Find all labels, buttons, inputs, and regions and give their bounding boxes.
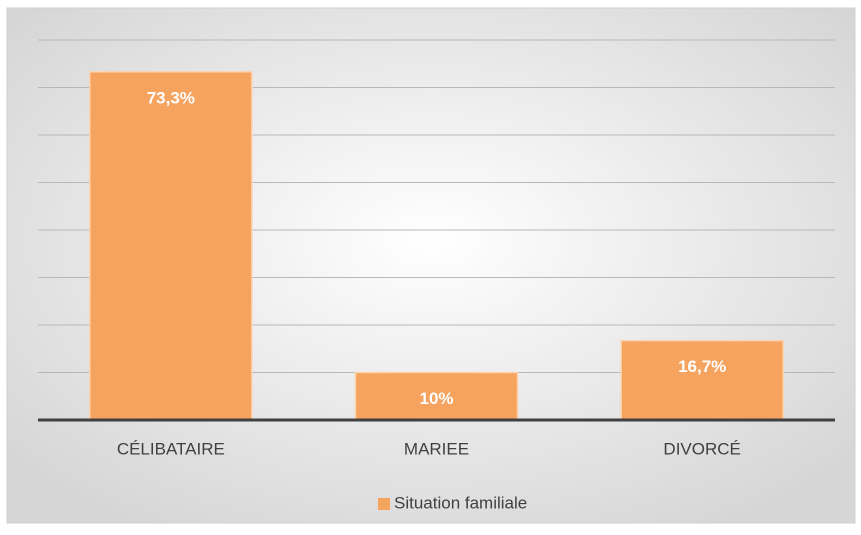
x-tick-label: MARIEE xyxy=(404,439,469,458)
bar xyxy=(620,339,784,421)
data-label: 10% xyxy=(419,389,453,408)
legend-label: Situation familiale xyxy=(394,493,527,512)
legend-swatch xyxy=(378,498,390,510)
x-tick-label: CÉLIBATAIRE xyxy=(117,439,225,458)
data-label: 73,3% xyxy=(147,88,195,107)
bar xyxy=(89,71,253,421)
x-tick-label: DIVORCÉ xyxy=(663,439,740,458)
data-label: 16,7% xyxy=(678,357,726,376)
